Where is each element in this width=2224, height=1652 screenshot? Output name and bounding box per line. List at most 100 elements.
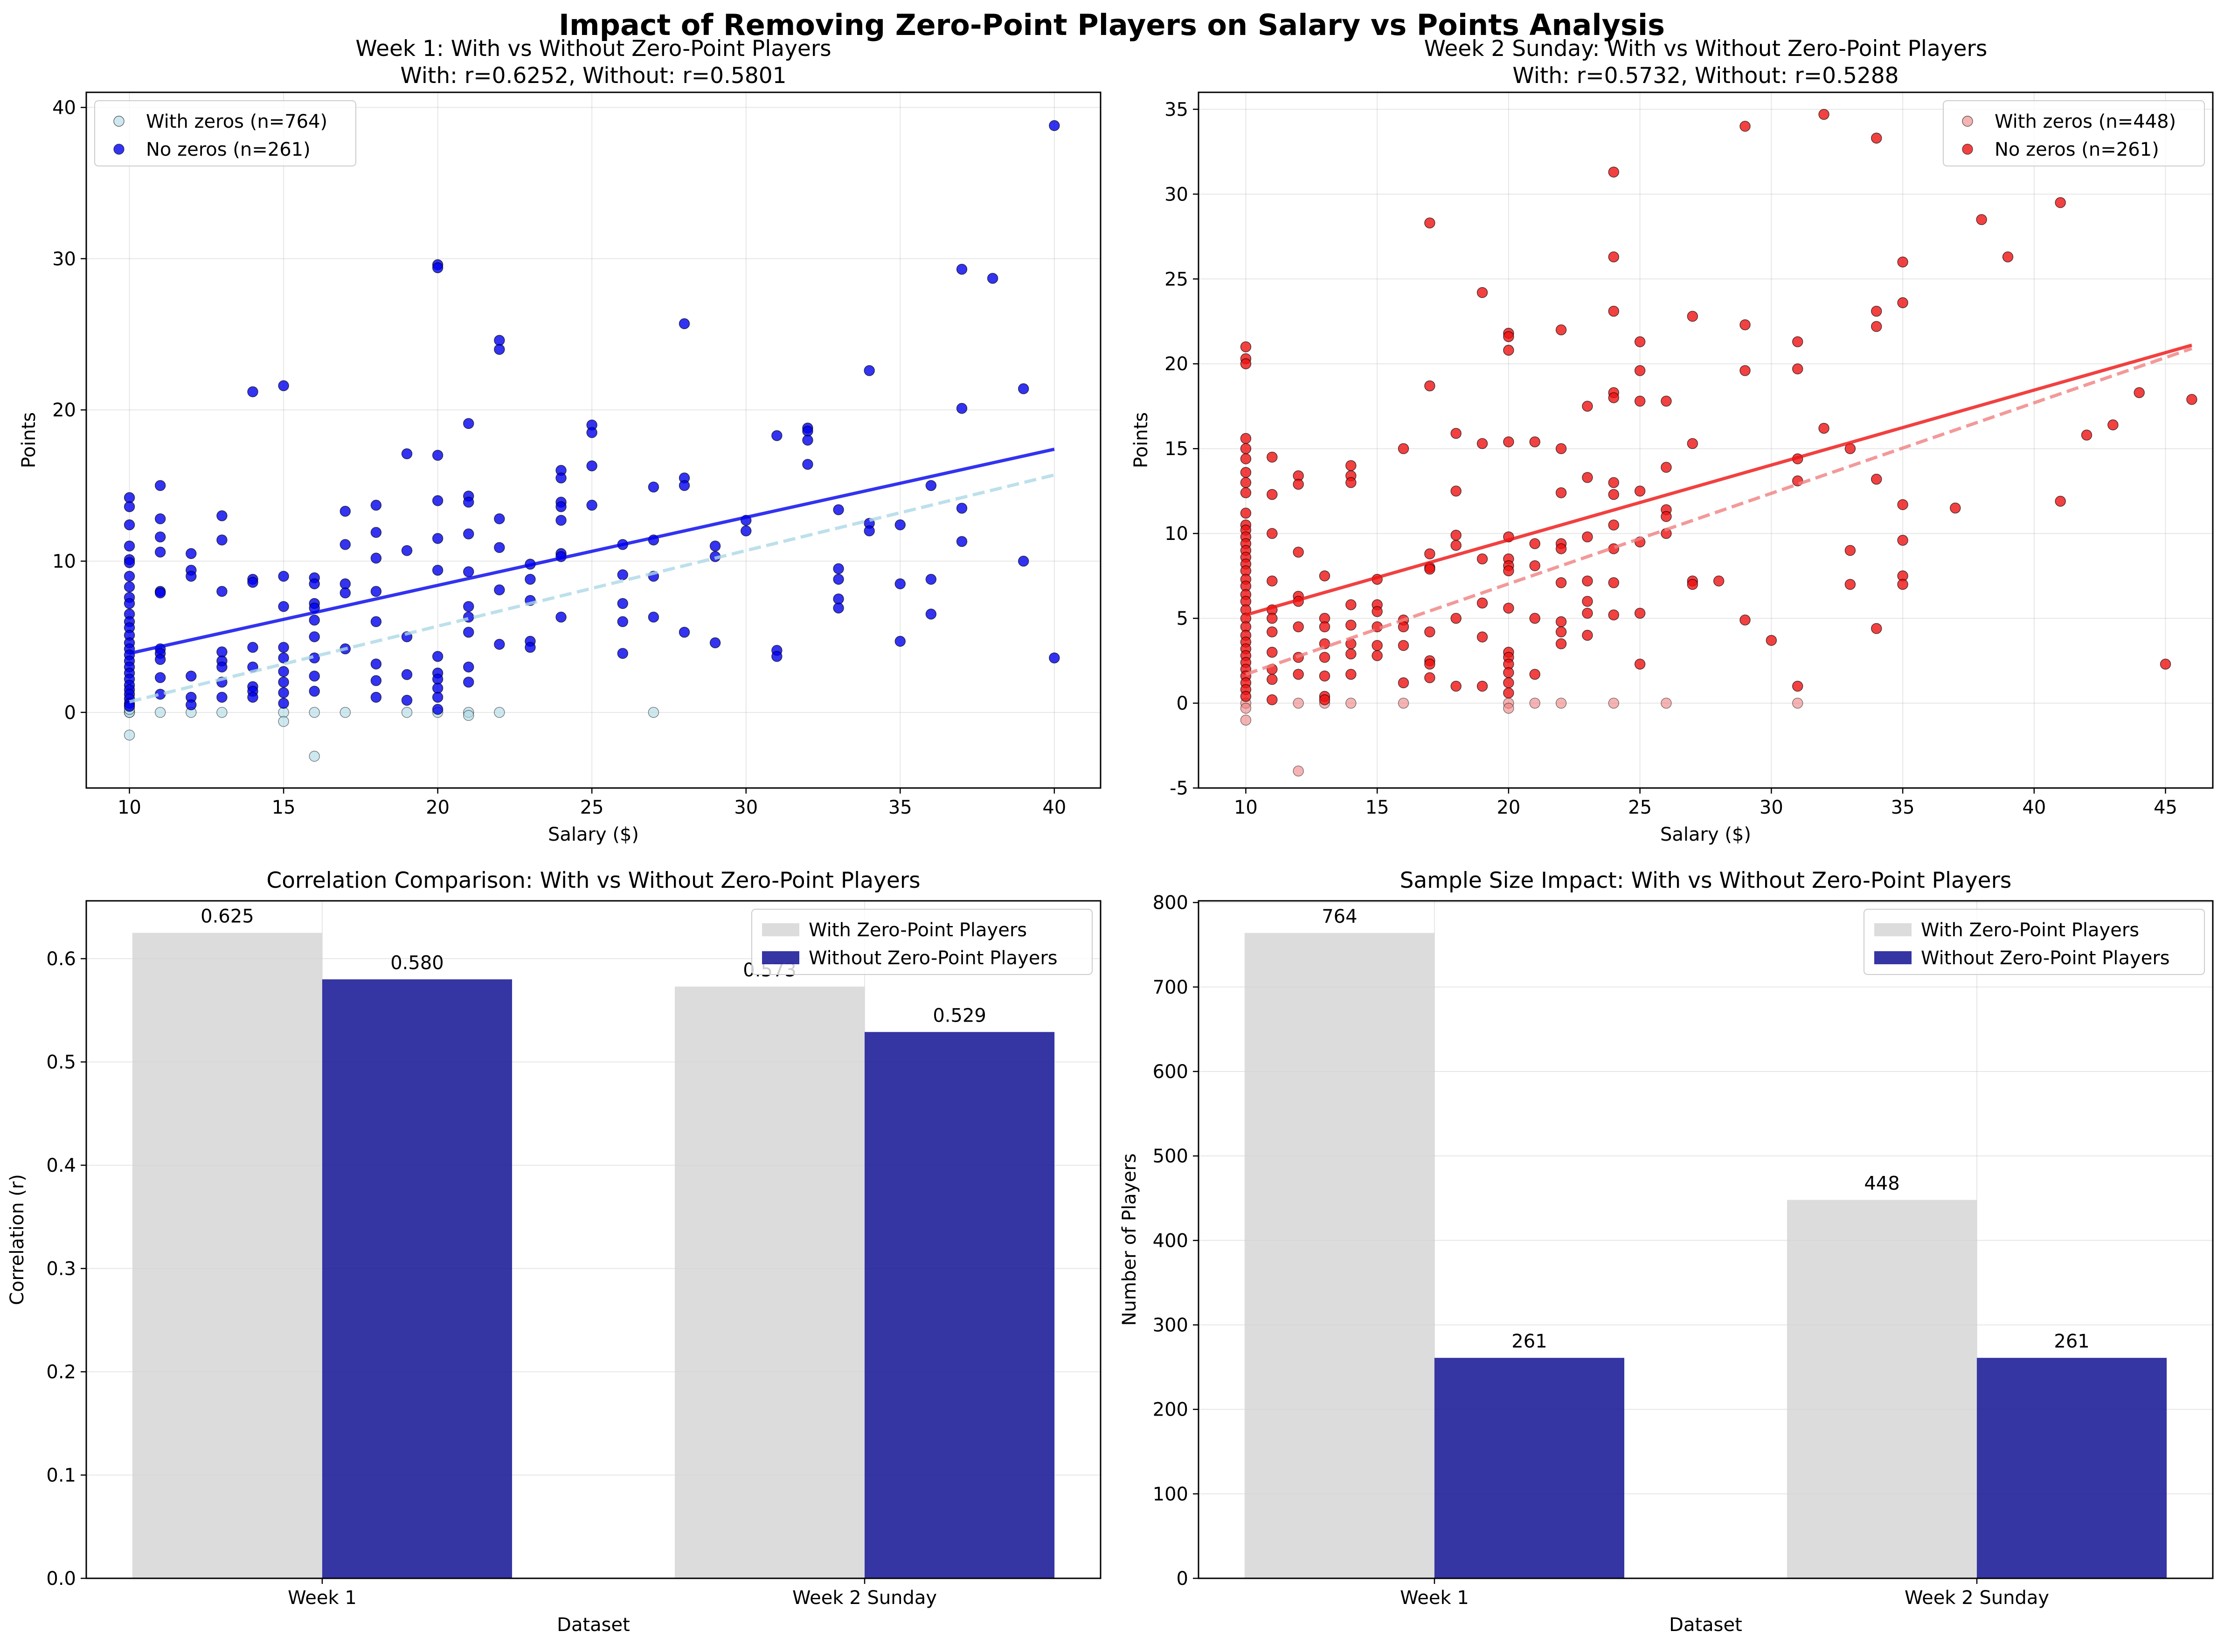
point-no-zeros [1661, 462, 1672, 473]
point-no-zeros [370, 499, 382, 511]
point-no-zeros [247, 691, 258, 703]
x-tick-label: 45 [2154, 797, 2177, 818]
point-with-zeros [309, 707, 320, 718]
point-no-zeros [1345, 619, 1357, 631]
y-tick-label: 0.3 [46, 1258, 76, 1280]
axes-frame [1198, 91, 2214, 789]
axes-frame [85, 900, 1102, 1579]
point-no-zeros [278, 380, 289, 391]
y-tick-label: 0.1 [46, 1465, 76, 1486]
point-no-zeros [309, 685, 320, 697]
point-no-zeros [1844, 579, 1856, 590]
point-no-zeros [1503, 667, 1514, 678]
point-no-zeros [309, 578, 320, 589]
x-tick-label: 15 [1365, 797, 1389, 818]
point-no-zeros [709, 540, 721, 552]
point-no-zeros [154, 480, 166, 491]
point-no-zeros [401, 669, 413, 680]
point-with-zeros [1345, 698, 1357, 709]
point-no-zeros [2081, 429, 2092, 441]
point-no-zeros [1818, 109, 1829, 120]
point-no-zeros [833, 563, 844, 574]
point-with-zeros [124, 729, 135, 741]
legend-swatch [1874, 951, 1912, 964]
bar-with-0 [132, 933, 322, 1578]
point-no-zeros [1608, 489, 1619, 500]
x-tick-label: 25 [1628, 797, 1652, 818]
y-tick-label: 20 [52, 400, 76, 421]
point-no-zeros [124, 540, 135, 552]
point-no-zeros [309, 631, 320, 643]
point-no-zeros [1267, 626, 1278, 637]
y-axis-label: Correlation (r) [7, 1174, 28, 1305]
y-tick-label: 15 [1164, 438, 1188, 460]
point-no-zeros [1319, 694, 1330, 705]
point-no-zeros [1792, 680, 1803, 692]
point-no-zeros [1687, 311, 1698, 322]
point-no-zeros [1372, 640, 1383, 651]
category-label: Week 2 Sunday [1905, 1587, 2049, 1609]
point-no-zeros [463, 528, 474, 539]
point-no-zeros [833, 602, 844, 614]
point-no-zeros [432, 673, 443, 685]
point-no-zeros [1555, 543, 1567, 554]
legend-marker [113, 116, 125, 127]
point-no-zeros [1476, 680, 1488, 692]
point-no-zeros [154, 672, 166, 683]
point-with-zeros [463, 710, 474, 721]
y-tick-label: 10 [52, 551, 76, 572]
point-with-zeros [1240, 703, 1252, 714]
point-no-zeros [555, 501, 567, 512]
point-no-zeros [1818, 422, 1829, 434]
point-no-zeros [432, 495, 443, 506]
point-with-zeros [1608, 698, 1619, 709]
point-no-zeros [1792, 363, 1803, 374]
point-no-zeros [1871, 321, 1882, 332]
point-no-zeros [1267, 613, 1278, 624]
point-no-zeros [370, 553, 382, 564]
point-no-zeros [1897, 256, 1908, 268]
point-no-zeros [1503, 565, 1514, 576]
point-no-zeros [216, 646, 228, 657]
y-tick-label: 10 [1164, 523, 1188, 545]
point-no-zeros [1372, 606, 1383, 617]
point-no-zeros [216, 510, 228, 521]
point-with-zeros [339, 707, 351, 718]
point-no-zeros [124, 519, 135, 531]
point-no-zeros [1319, 621, 1330, 632]
point-no-zeros [401, 695, 413, 706]
y-tick-label: 700 [1153, 977, 1188, 998]
point-no-zeros [1345, 477, 1357, 488]
point-no-zeros [432, 683, 443, 694]
point-no-zeros [186, 699, 197, 711]
point-no-zeros [1049, 652, 1060, 664]
legend-marker [1962, 116, 1973, 127]
point-no-zeros [894, 519, 906, 531]
point-no-zeros [1871, 132, 1882, 144]
point-no-zeros [1424, 672, 1435, 684]
point-no-zeros [1018, 383, 1029, 394]
point-no-zeros [1608, 519, 1619, 531]
point-no-zeros [679, 480, 690, 491]
point-no-zeros [339, 578, 351, 589]
scatter-panel-0: 10 15 20 25 30 35 40 0 10 20 30 40 Salary ($) Points W… [18, 36, 1102, 845]
point-no-zeros [2160, 658, 2171, 670]
point-no-zeros [1372, 650, 1383, 661]
point-no-zeros [1582, 575, 1593, 587]
point-no-zeros [494, 335, 505, 346]
point-no-zeros [1319, 652, 1330, 663]
point-no-zeros [309, 670, 320, 682]
point-no-zeros [586, 460, 597, 471]
point-no-zeros [1503, 331, 1514, 342]
y-tick-label: 0.6 [46, 948, 76, 970]
point-no-zeros [1634, 395, 1646, 407]
point-no-zeros [494, 513, 505, 525]
point-no-zeros [1661, 511, 1672, 522]
panel-subtitle: With: r=0.6252, Without: r=0.5801 [400, 63, 786, 89]
point-no-zeros [925, 574, 937, 585]
point-no-zeros [278, 652, 289, 664]
point-no-zeros [432, 704, 443, 715]
point-no-zeros [1661, 395, 1672, 407]
point-no-zeros [1476, 597, 1488, 609]
point-no-zeros [1398, 621, 1409, 632]
